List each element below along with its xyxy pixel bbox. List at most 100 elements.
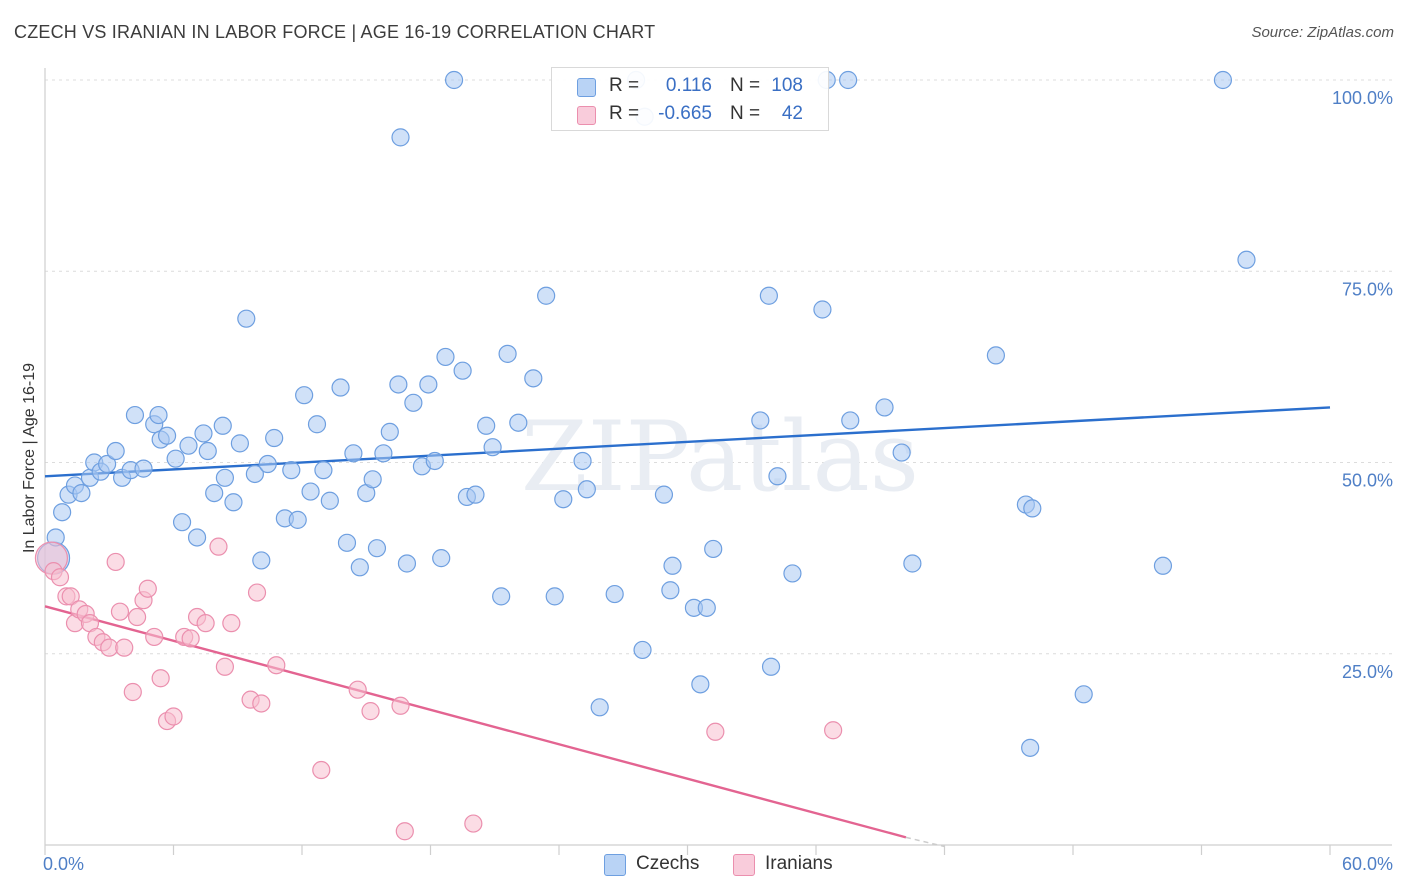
data-point bbox=[654, 485, 674, 504]
data-point bbox=[288, 510, 307, 529]
gridlines bbox=[45, 79, 1392, 655]
data-point bbox=[265, 428, 284, 448]
data-point bbox=[252, 551, 271, 570]
data-point bbox=[237, 309, 256, 328]
legend-swatch-czechs bbox=[577, 78, 596, 97]
source-credit: Source: ZipAtlas.com bbox=[1251, 24, 1394, 41]
data-point bbox=[577, 480, 596, 499]
data-point bbox=[464, 814, 483, 833]
data-point bbox=[337, 533, 357, 552]
data-point bbox=[245, 464, 264, 484]
data-point bbox=[53, 503, 72, 522]
data-point bbox=[404, 393, 423, 412]
data-point bbox=[389, 375, 408, 394]
data-point bbox=[198, 441, 217, 461]
data-point bbox=[824, 721, 843, 740]
data-point bbox=[138, 579, 157, 598]
data-point bbox=[179, 436, 198, 455]
legend-swatch-iranians bbox=[733, 854, 755, 876]
data-point bbox=[267, 656, 286, 675]
data-point bbox=[524, 369, 543, 388]
data-point bbox=[573, 451, 592, 471]
data-point bbox=[498, 344, 517, 363]
x-tick-label: 60.0% bbox=[1342, 854, 1393, 874]
data-point bbox=[125, 405, 145, 425]
data-point bbox=[145, 627, 164, 647]
data-point bbox=[783, 564, 802, 583]
data-point bbox=[436, 347, 455, 367]
data-point bbox=[697, 598, 716, 617]
data-point bbox=[768, 467, 787, 486]
data-point bbox=[380, 422, 399, 441]
legend-swatch-iranians bbox=[577, 106, 596, 125]
data-point bbox=[605, 584, 624, 604]
data-point bbox=[875, 398, 894, 417]
legend-n-label: N = bbox=[730, 75, 761, 96]
y-tick-label: 50.0% bbox=[1342, 471, 1393, 491]
correlation-legend: R = 0.116 N = 108 R = -0.665 N = 42 bbox=[551, 67, 829, 131]
legend-r-value: 0.116 bbox=[665, 75, 712, 96]
axes bbox=[44, 68, 1392, 855]
data-point bbox=[98, 454, 117, 474]
data-point bbox=[453, 361, 472, 380]
series-legend: Czechs Iranians bbox=[0, 852, 1406, 878]
data-point bbox=[759, 286, 778, 305]
data-point bbox=[282, 461, 301, 480]
data-point bbox=[545, 587, 564, 606]
data-point bbox=[391, 696, 410, 715]
data-point bbox=[252, 694, 271, 713]
data-point bbox=[986, 346, 1006, 365]
data-point bbox=[661, 581, 680, 600]
data-point bbox=[348, 680, 367, 699]
y-tick-label: 100.0% bbox=[1332, 88, 1393, 108]
chart-title: CZECH VS IRANIAN IN LABOR FORCE | AGE 16… bbox=[14, 22, 656, 42]
data-point bbox=[344, 444, 363, 463]
data-point bbox=[1021, 738, 1040, 757]
data-point bbox=[419, 375, 438, 394]
data-point bbox=[213, 416, 232, 435]
data-point bbox=[106, 552, 125, 572]
data-point bbox=[477, 416, 496, 435]
data-point bbox=[61, 587, 80, 606]
data-point bbox=[537, 286, 556, 305]
data-point bbox=[215, 468, 234, 487]
data-point bbox=[106, 441, 125, 461]
data-point bbox=[194, 424, 213, 443]
legend-n-value: 108 bbox=[771, 75, 803, 96]
data-point bbox=[230, 434, 249, 453]
legend-r-label: R = bbox=[609, 75, 640, 96]
data-point bbox=[839, 70, 858, 90]
legend-r-value: -0.665 bbox=[658, 103, 712, 124]
data-point bbox=[1213, 70, 1233, 90]
data-point bbox=[312, 760, 331, 780]
y-tick-label: 25.0% bbox=[1342, 662, 1393, 682]
data-point bbox=[1237, 250, 1256, 269]
data-point bbox=[706, 722, 725, 741]
data-point bbox=[166, 449, 185, 468]
data-point bbox=[509, 413, 528, 432]
data-point bbox=[554, 490, 573, 509]
data-point bbox=[425, 451, 444, 471]
data-point bbox=[492, 587, 511, 606]
data-point bbox=[691, 675, 710, 694]
data-point bbox=[590, 698, 609, 717]
legend-r-label: R = bbox=[609, 103, 640, 124]
data-point bbox=[391, 128, 410, 147]
data-point bbox=[903, 554, 922, 573]
data-point bbox=[483, 438, 502, 457]
data-point bbox=[127, 607, 147, 627]
data-point bbox=[222, 614, 241, 633]
legend-label-iranians: Iranians bbox=[765, 853, 833, 874]
data-point bbox=[892, 443, 911, 462]
legend-row-iranians: R = -0.665 N = 42 bbox=[552, 99, 828, 129]
data-point bbox=[1074, 685, 1093, 704]
data-point bbox=[134, 459, 153, 478]
data-point bbox=[215, 657, 234, 676]
data-point bbox=[149, 405, 168, 425]
data-point bbox=[432, 549, 451, 568]
legend-swatch-czechs bbox=[604, 854, 626, 876]
data-point bbox=[164, 707, 183, 726]
data-point bbox=[841, 411, 860, 430]
data-point bbox=[205, 484, 224, 503]
